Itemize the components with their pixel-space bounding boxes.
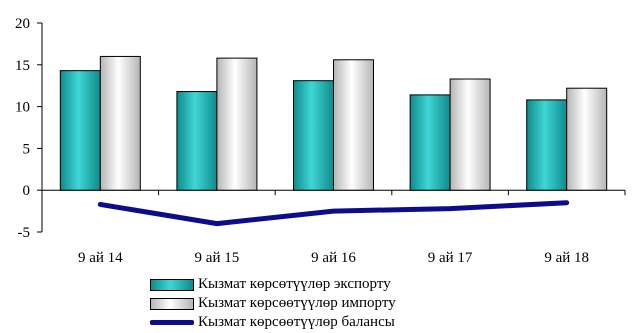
bar-export [293, 80, 334, 191]
legend-item-export: Кызмат көрсөтүүлөр экспорту [150, 275, 490, 294]
y-tick-label: 10 [15, 100, 30, 116]
legend-swatch-balance [150, 320, 194, 325]
bar-export [59, 70, 101, 191]
balance-point [566, 202, 568, 204]
bar-import [216, 57, 258, 191]
bar-import [566, 87, 608, 191]
y-tick-label: 0 [23, 183, 31, 199]
y-tick-label: 15 [15, 58, 30, 74]
legend-label-import: Кызмат көрсөөтүүлөр импорту [198, 295, 396, 311]
x-tick-label: 9 ай 16 [311, 250, 356, 266]
y-axis: -5 0 5 10 15 20 [15, 16, 43, 241]
y-tick-label: 20 [15, 16, 30, 32]
y-tick-label: 5 [23, 141, 31, 157]
balance-point [449, 208, 451, 210]
y-tick-label: -5 [18, 225, 31, 241]
legend-item-balance: Кызмат көрсөөтүүлөр балансы [150, 313, 490, 332]
balance-point [216, 223, 218, 225]
x-tick-label: 9 ай 17 [428, 250, 473, 266]
bar-export [409, 94, 451, 191]
balance-point [99, 203, 101, 205]
balance-line [97, 200, 570, 227]
bar-import [333, 59, 374, 191]
balance-series-line [97, 200, 570, 227]
bar-export [176, 91, 218, 191]
legend-label-export: Кызмат көрсөтүүлөр экспорту [198, 276, 391, 292]
x-tick-label: 9 ай 14 [78, 250, 123, 266]
x-tick-label: 9 ай 18 [544, 250, 589, 266]
balance-point [333, 210, 334, 212]
legend-item-import: Кызмат көрсөөтүүлөр импорту [150, 294, 490, 313]
legend-swatch-import [150, 297, 194, 310]
bars [59, 55, 608, 191]
legend: Кызмат көрсөтүүлөр экспорту Кызмат көрсө… [150, 275, 490, 332]
bar-export [526, 99, 568, 191]
bar-import [449, 78, 491, 191]
x-axis: 9 ай 14 9 ай 15 9 ай 16 9 ай 17 9 ай 18 [41, 189, 626, 266]
bar-import [99, 55, 141, 191]
x-tick-label: 9 ай 15 [195, 250, 240, 266]
legend-label-balance: Кызмат көрсөөтүүлөр балансы [198, 314, 395, 330]
legend-swatch-export [150, 278, 194, 291]
